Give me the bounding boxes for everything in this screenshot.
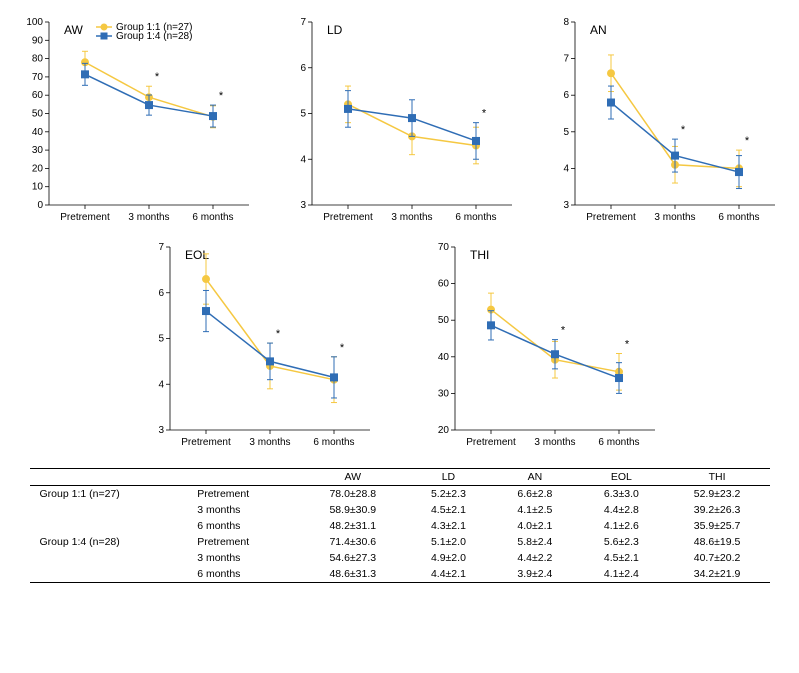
svg-text:100: 100 [26,17,43,28]
svg-text:6 months: 6 months [192,212,233,223]
svg-text:3 months: 3 months [391,212,432,223]
svg-text:7: 7 [563,54,569,65]
col-THI: THI [665,469,770,486]
svg-text:3 months: 3 months [249,437,290,448]
svg-text:20: 20 [32,163,44,174]
svg-text:5: 5 [300,109,306,120]
svg-text:90: 90 [32,35,44,46]
svg-text:30: 30 [437,388,449,399]
svg-text:AW: AW [64,23,84,37]
svg-text:6 months: 6 months [455,212,496,223]
svg-text:4: 4 [300,154,306,165]
svg-text:5: 5 [158,334,164,345]
svg-text:6: 6 [563,90,569,101]
svg-text:40: 40 [437,352,449,363]
svg-text:3 months: 3 months [534,437,575,448]
panel-AW: 0 10 20 30 40 50 60 70 80 90 100 Pretrement 3 months… [14,10,259,235]
svg-text:6 months: 6 months [718,212,759,223]
svg-text:Pretrement: Pretrement [60,212,110,223]
svg-text:7: 7 [300,17,306,28]
svg-text:*: * [482,108,487,120]
svg-text:Pretrement: Pretrement [586,212,636,223]
svg-text:5: 5 [563,127,569,138]
svg-text:3: 3 [563,200,569,211]
svg-text:0: 0 [37,200,43,211]
table-row: 3 months54.6±27.34.9±2.04.4±2.24.5±2.140… [30,550,770,566]
svg-text:70: 70 [437,242,449,253]
chart-row-2: 34567Pretrement3 months6 monthsEOL** 203… [10,235,789,460]
svg-text:20: 20 [437,425,449,436]
col-AW: AW [300,469,405,486]
svg-text:6 months: 6 months [598,437,639,448]
svg-text:50: 50 [437,315,449,326]
table-row: 6 months48.2±31.14.3±2.14.0±2.14.1±2.635… [30,518,770,534]
svg-text:*: * [275,328,280,340]
svg-text:60: 60 [32,90,44,101]
svg-text:80: 80 [32,54,44,65]
table-row: 6 months48.6±31.34.4±2.13.9±2.44.1±2.434… [30,566,770,583]
svg-text:10: 10 [32,182,44,193]
svg-text:4: 4 [158,379,164,390]
svg-text:60: 60 [437,279,449,290]
svg-text:6: 6 [300,63,306,74]
svg-text:Pretrement: Pretrement [466,437,516,448]
panel-LD: 3 4 5 6 7 Pretrement 3 months 6 months LD * [277,10,522,235]
table-row: Group 1:1 (n=27)Pretrement78.0±28.85.2±2… [30,486,770,503]
svg-text:4: 4 [563,163,569,174]
svg-text:AN: AN [590,23,607,37]
svg-text:3: 3 [300,200,306,211]
svg-text:Group 1:4 (n=28): Group 1:4 (n=28) [116,31,192,42]
svg-text:*: * [745,135,750,147]
svg-text:Pretrement: Pretrement [181,437,231,448]
svg-text:*: * [624,339,629,351]
svg-text:8: 8 [563,17,569,28]
table-row: Group 1:4 (n=28)Pretrement71.4±30.65.1±2… [30,534,770,550]
table-row: 3 months58.9±30.94.5±2.14.1±2.54.4±2.839… [30,502,770,518]
chart-row-1: 0 10 20 30 40 50 60 70 80 90 100 Pretrement 3 months… [10,10,789,235]
svg-text:6: 6 [158,288,164,299]
svg-text:*: * [681,124,686,136]
col-LD: LD [405,469,491,486]
svg-text:30: 30 [32,145,44,156]
svg-text:3 months: 3 months [654,212,695,223]
svg-text:*: * [155,71,160,83]
panel-THI: 20 30 40 50 60 70 Pretrement 3 months 6 months TH… [420,235,665,460]
svg-text:70: 70 [32,72,44,83]
svg-text:*: * [560,325,565,337]
svg-text:*: * [339,342,344,354]
svg-text:6 months: 6 months [313,437,354,448]
data-table: AW LD AN EOL THI Group 1:1 (n=27)Pretrem… [10,468,789,583]
svg-text:LD: LD [327,23,343,37]
svg-text:40: 40 [32,127,44,138]
svg-text:Pretrement: Pretrement [323,212,373,223]
svg-text:3 months: 3 months [128,212,169,223]
svg-text:THI: THI [470,248,489,262]
panel-AN: 3 4 5 6 7 8 Pretrement 3 months 6 months AN * * [540,10,785,235]
svg-text:7: 7 [158,242,164,253]
col-AN: AN [492,469,578,486]
col-EOL: EOL [578,469,664,486]
svg-text:*: * [219,90,224,102]
svg-text:3: 3 [158,425,164,436]
svg-text:50: 50 [32,109,44,120]
panel-EOL: 34567Pretrement3 months6 monthsEOL** [135,235,380,460]
